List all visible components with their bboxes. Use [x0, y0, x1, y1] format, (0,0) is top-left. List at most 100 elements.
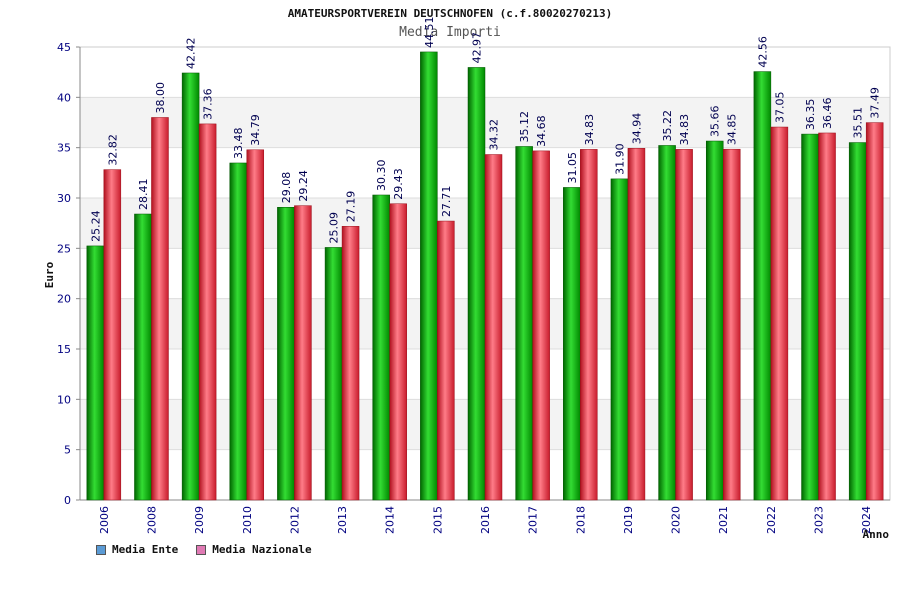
data-label: 37.49 — [869, 87, 882, 119]
y-tick-label: 0 — [64, 494, 71, 507]
x-tick-label: 2022 — [765, 506, 778, 534]
data-label: 30.30 — [375, 159, 388, 191]
bar-media-nazionale — [151, 117, 169, 501]
bar-media-nazionale — [341, 226, 360, 501]
data-label: 28.41 — [137, 179, 150, 211]
data-label: 29.24 — [297, 170, 310, 202]
bar-media-nazionale — [722, 148, 741, 501]
bar-media-ente — [467, 67, 486, 501]
bar-media-nazionale — [818, 132, 836, 501]
bar-media-ente — [515, 146, 533, 501]
data-label: 35.12 — [518, 111, 531, 143]
data-label: 42.97 — [471, 32, 484, 64]
data-label: 25.09 — [328, 212, 341, 244]
x-tick-label: 2014 — [384, 506, 397, 534]
y-tick-label: 10 — [57, 393, 71, 406]
bar-media-nazionale — [675, 149, 693, 501]
data-label: 34.83 — [583, 114, 596, 146]
y-axis-label: Euro — [43, 261, 56, 288]
bar-media-nazionale — [103, 169, 122, 501]
bar-media-nazionale — [246, 149, 265, 501]
bar-media-ente — [610, 178, 629, 501]
y-tick-label: 40 — [57, 91, 71, 104]
bar-media-ente — [134, 213, 152, 501]
legend-item-nazionale: Media Nazionale — [196, 543, 312, 556]
bar-media-nazionale — [294, 205, 312, 501]
bar-media-ente — [420, 51, 438, 501]
bar-media-ente — [372, 194, 390, 501]
data-label: 36.35 — [804, 99, 817, 131]
y-tick-label: 45 — [57, 41, 71, 54]
data-label: 34.83 — [678, 114, 691, 146]
bar-media-ente — [753, 71, 772, 501]
bar-media-nazionale — [532, 150, 550, 501]
y-tick-label: 35 — [57, 142, 71, 155]
data-label: 25.24 — [89, 210, 102, 242]
data-label: 37.36 — [202, 88, 215, 120]
data-label: 44.51 — [423, 16, 436, 48]
bar-media-nazionale — [389, 203, 407, 501]
legend-swatch-ente — [96, 544, 106, 555]
data-label: 31.05 — [566, 152, 579, 184]
y-tick-label: 25 — [57, 242, 71, 255]
x-tick-label: 2017 — [527, 506, 540, 534]
bar-media-ente — [277, 207, 295, 501]
data-label: 34.94 — [630, 113, 643, 145]
data-label: 34.85 — [726, 114, 739, 146]
y-tick-label: 30 — [57, 192, 71, 205]
data-label: 37.05 — [773, 92, 786, 124]
x-tick-label: 2023 — [813, 506, 826, 534]
bar-media-ente — [848, 142, 867, 501]
x-tick-label: 2021 — [717, 506, 730, 534]
x-axis-label: Anno — [863, 528, 890, 541]
bar-media-ente — [801, 133, 819, 501]
bar-media-nazionale — [770, 126, 789, 501]
bar-media-nazionale — [865, 122, 884, 501]
x-tick-label: 2019 — [622, 506, 635, 534]
bar-media-ente — [86, 245, 105, 501]
data-label: 29.08 — [280, 172, 293, 204]
x-tick-label: 2008 — [145, 506, 158, 534]
bar-media-ente — [563, 187, 581, 501]
bar-media-nazionale — [198, 123, 217, 501]
bar-media-nazionale — [437, 220, 455, 501]
chart-title: AMATEURSPORTVEREIN DEUTSCHNOFEN (c.f.800… — [287, 7, 613, 20]
data-label: 36.46 — [821, 97, 834, 129]
bar-media-nazionale — [484, 154, 503, 501]
bar-media-nazionale — [627, 148, 646, 501]
y-tick-label: 15 — [57, 343, 71, 356]
data-label: 35.51 — [852, 107, 865, 139]
x-tick-label: 2013 — [336, 506, 349, 534]
x-tick-label: 2018 — [574, 506, 587, 534]
y-tick-label: 20 — [57, 293, 71, 306]
data-label: 35.66 — [709, 106, 722, 138]
data-label: 38.00 — [154, 82, 167, 114]
x-tick-label: 2010 — [241, 506, 254, 534]
legend: Media Ente Media Nazionale — [96, 543, 312, 556]
data-label: 34.79 — [249, 114, 262, 146]
x-tick-label: 2024 — [860, 506, 873, 534]
legend-swatch-nazionale — [196, 544, 207, 555]
bar-media-ente — [229, 162, 248, 501]
x-tick-label: 2015 — [431, 506, 444, 534]
x-tick-label: 2012 — [288, 506, 301, 534]
bar-media-ente — [705, 140, 724, 501]
data-label: 27.19 — [345, 191, 358, 223]
data-label: 29.43 — [392, 168, 405, 200]
chart-subtitle: Media Importi — [399, 25, 501, 40]
data-label: 42.42 — [185, 37, 198, 69]
data-label: 31.90 — [613, 143, 626, 175]
x-tick-label: 2020 — [670, 506, 683, 534]
data-label: 34.68 — [535, 115, 548, 147]
bar-media-ente — [324, 247, 343, 501]
bar-media-ente — [181, 72, 200, 501]
legend-item-ente: Media Ente — [96, 543, 178, 556]
legend-label-nazionale: Media Nazionale — [212, 543, 312, 556]
data-label: 27.71 — [440, 186, 453, 218]
data-label: 42.56 — [756, 36, 769, 68]
x-tick-label: 2006 — [98, 506, 111, 534]
data-label: 35.22 — [661, 110, 674, 142]
data-label: 34.32 — [488, 119, 501, 151]
bar-media-ente — [658, 145, 676, 501]
